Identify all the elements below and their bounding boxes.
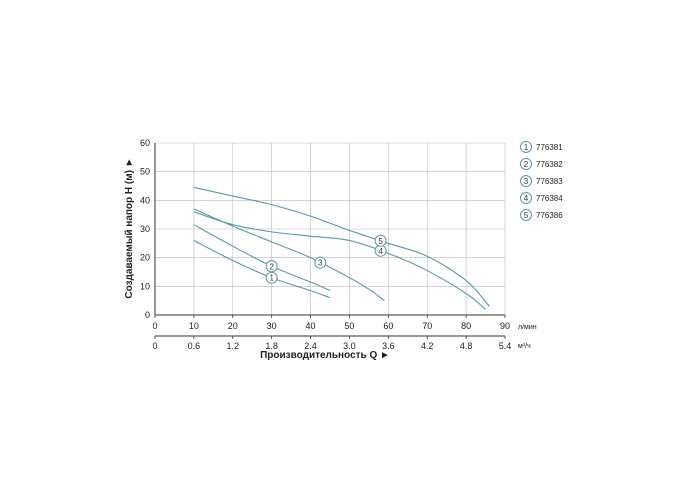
curve-776383	[193, 208, 385, 302]
x-tick-label: 70	[422, 321, 432, 331]
curve-marker-5	[374, 234, 387, 247]
legend: 1 776381 2 776382 3 776383 4 776384 5 776386	[520, 141, 563, 221]
legend-entry-776384: 776384	[536, 194, 563, 203]
y-tick-label: 50	[140, 167, 150, 177]
curve-marker-3	[314, 256, 327, 269]
y-tick-label: 40	[140, 195, 150, 205]
curve-776386	[193, 186, 490, 307]
legend-marker-label: 3	[524, 177, 529, 186]
x-tick-label: 80	[461, 321, 471, 331]
x-axis-title: Производительность Q ►	[260, 350, 390, 361]
curve-776381	[193, 239, 331, 299]
curve-marker-label: 3	[318, 259, 323, 268]
y-tick-label: 20	[140, 253, 150, 263]
x2-tick-label: 3.0	[343, 341, 356, 351]
x2-tick-label: 2.4	[304, 341, 317, 351]
legend-marker-5	[520, 209, 532, 221]
grid	[154, 142, 506, 316]
legend-marker-label: 4	[524, 194, 529, 203]
tick-labels: 0 10 20 30 40 50 60 0 10 20 30 40 50 60 70 80 90 0 0.6 1.2 1…	[140, 138, 511, 351]
x2-tick-label: 3.6	[382, 341, 395, 351]
curve-776384	[193, 211, 486, 310]
legend-entry-776381: 776381	[536, 143, 563, 152]
curve-marker-label: 4	[378, 247, 383, 256]
x-unit-secondary: м³/ч	[518, 343, 531, 350]
x-tick-label: 20	[228, 321, 238, 331]
legend-marker-1	[520, 141, 532, 153]
legend-marker-label: 2	[524, 160, 529, 169]
curve-marker-label: 2	[269, 262, 274, 271]
curve-markers: 1 2 3 45	[265, 234, 387, 284]
x-tick-label: 90	[500, 321, 510, 331]
y-axis-title: Создаваемый напор H (м) ►	[124, 157, 135, 298]
curves	[193, 186, 490, 310]
legend-entry-776386: 776386	[536, 211, 563, 220]
x-tick-label: 40	[306, 321, 316, 331]
legend-marker-2	[520, 158, 532, 170]
curve-marker-label: 1	[269, 274, 274, 283]
y-tick-label: 10	[140, 281, 150, 291]
x-tick-label: 0	[152, 321, 157, 331]
legend-entry-776383: 776383	[536, 177, 563, 186]
x2-tick-label: 0	[152, 341, 157, 351]
x2-tick-label: 4.8	[460, 341, 473, 351]
legend-marker-3	[520, 175, 532, 187]
curve-marker-2	[265, 260, 278, 273]
x-tick-label: 10	[189, 321, 199, 331]
x-unit-primary: л/мин	[518, 324, 537, 331]
curve-marker-label: 5	[378, 237, 383, 246]
x2-tick-label: 4.2	[421, 341, 434, 351]
x2-tick-label: 0.6	[188, 341, 201, 351]
x2-tick-label: 1.2	[227, 341, 240, 351]
legend-marker-label: 5	[524, 211, 529, 220]
y-tick-label: 60	[140, 138, 150, 148]
x-tick-label: 30	[267, 321, 277, 331]
x-tick-label: 50	[344, 321, 354, 331]
legend-marker-label: 1	[524, 143, 529, 152]
y-tick-label: 30	[140, 224, 150, 234]
x2-tick-label: 1.8	[265, 341, 278, 351]
axes	[154, 143, 506, 339]
legend-entry-776382: 776382	[536, 160, 563, 169]
legend-marker-4	[520, 192, 532, 204]
x2-tick-label: 5.4	[499, 341, 512, 351]
y-tick-label: 0	[145, 310, 150, 320]
x-tick-label: 60	[383, 321, 393, 331]
